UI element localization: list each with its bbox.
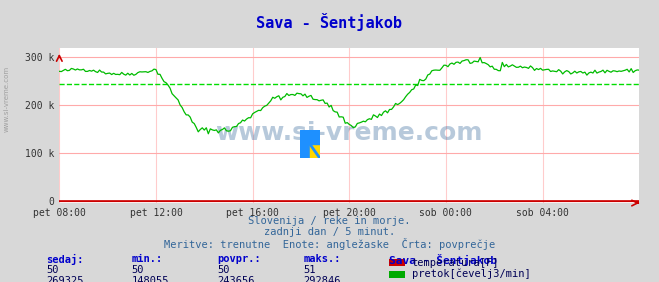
Text: sedaj:: sedaj: <box>46 254 84 265</box>
Text: 50: 50 <box>46 265 59 275</box>
Text: Sava - Šentjakob: Sava - Šentjakob <box>389 254 497 266</box>
Bar <box>310 130 320 144</box>
Text: 148055: 148055 <box>132 276 169 282</box>
Text: Slovenija / reke in morje.: Slovenija / reke in morje. <box>248 216 411 226</box>
Bar <box>310 144 320 158</box>
Text: Meritve: trenutne  Enote: angležaske  Črta: povprečje: Meritve: trenutne Enote: angležaske Črta… <box>164 238 495 250</box>
Text: min.:: min.: <box>132 254 163 264</box>
Text: maks.:: maks.: <box>303 254 341 264</box>
Text: zadnji dan / 5 minut.: zadnji dan / 5 minut. <box>264 227 395 237</box>
Text: 292846: 292846 <box>303 276 341 282</box>
Text: 50: 50 <box>132 265 144 275</box>
Bar <box>300 130 310 158</box>
Text: www.si-vreme.com: www.si-vreme.com <box>3 66 9 132</box>
Text: povpr.:: povpr.: <box>217 254 261 264</box>
Text: 51: 51 <box>303 265 316 275</box>
Text: 243656: 243656 <box>217 276 255 282</box>
Text: pretok[čevelj3/min]: pretok[čevelj3/min] <box>412 269 530 279</box>
Text: 50: 50 <box>217 265 230 275</box>
Text: 269325: 269325 <box>46 276 84 282</box>
Text: temperatura[F]: temperatura[F] <box>412 258 500 268</box>
Text: www.si-vreme.com: www.si-vreme.com <box>215 121 483 145</box>
Text: Sava - Šentjakob: Sava - Šentjakob <box>256 13 403 31</box>
